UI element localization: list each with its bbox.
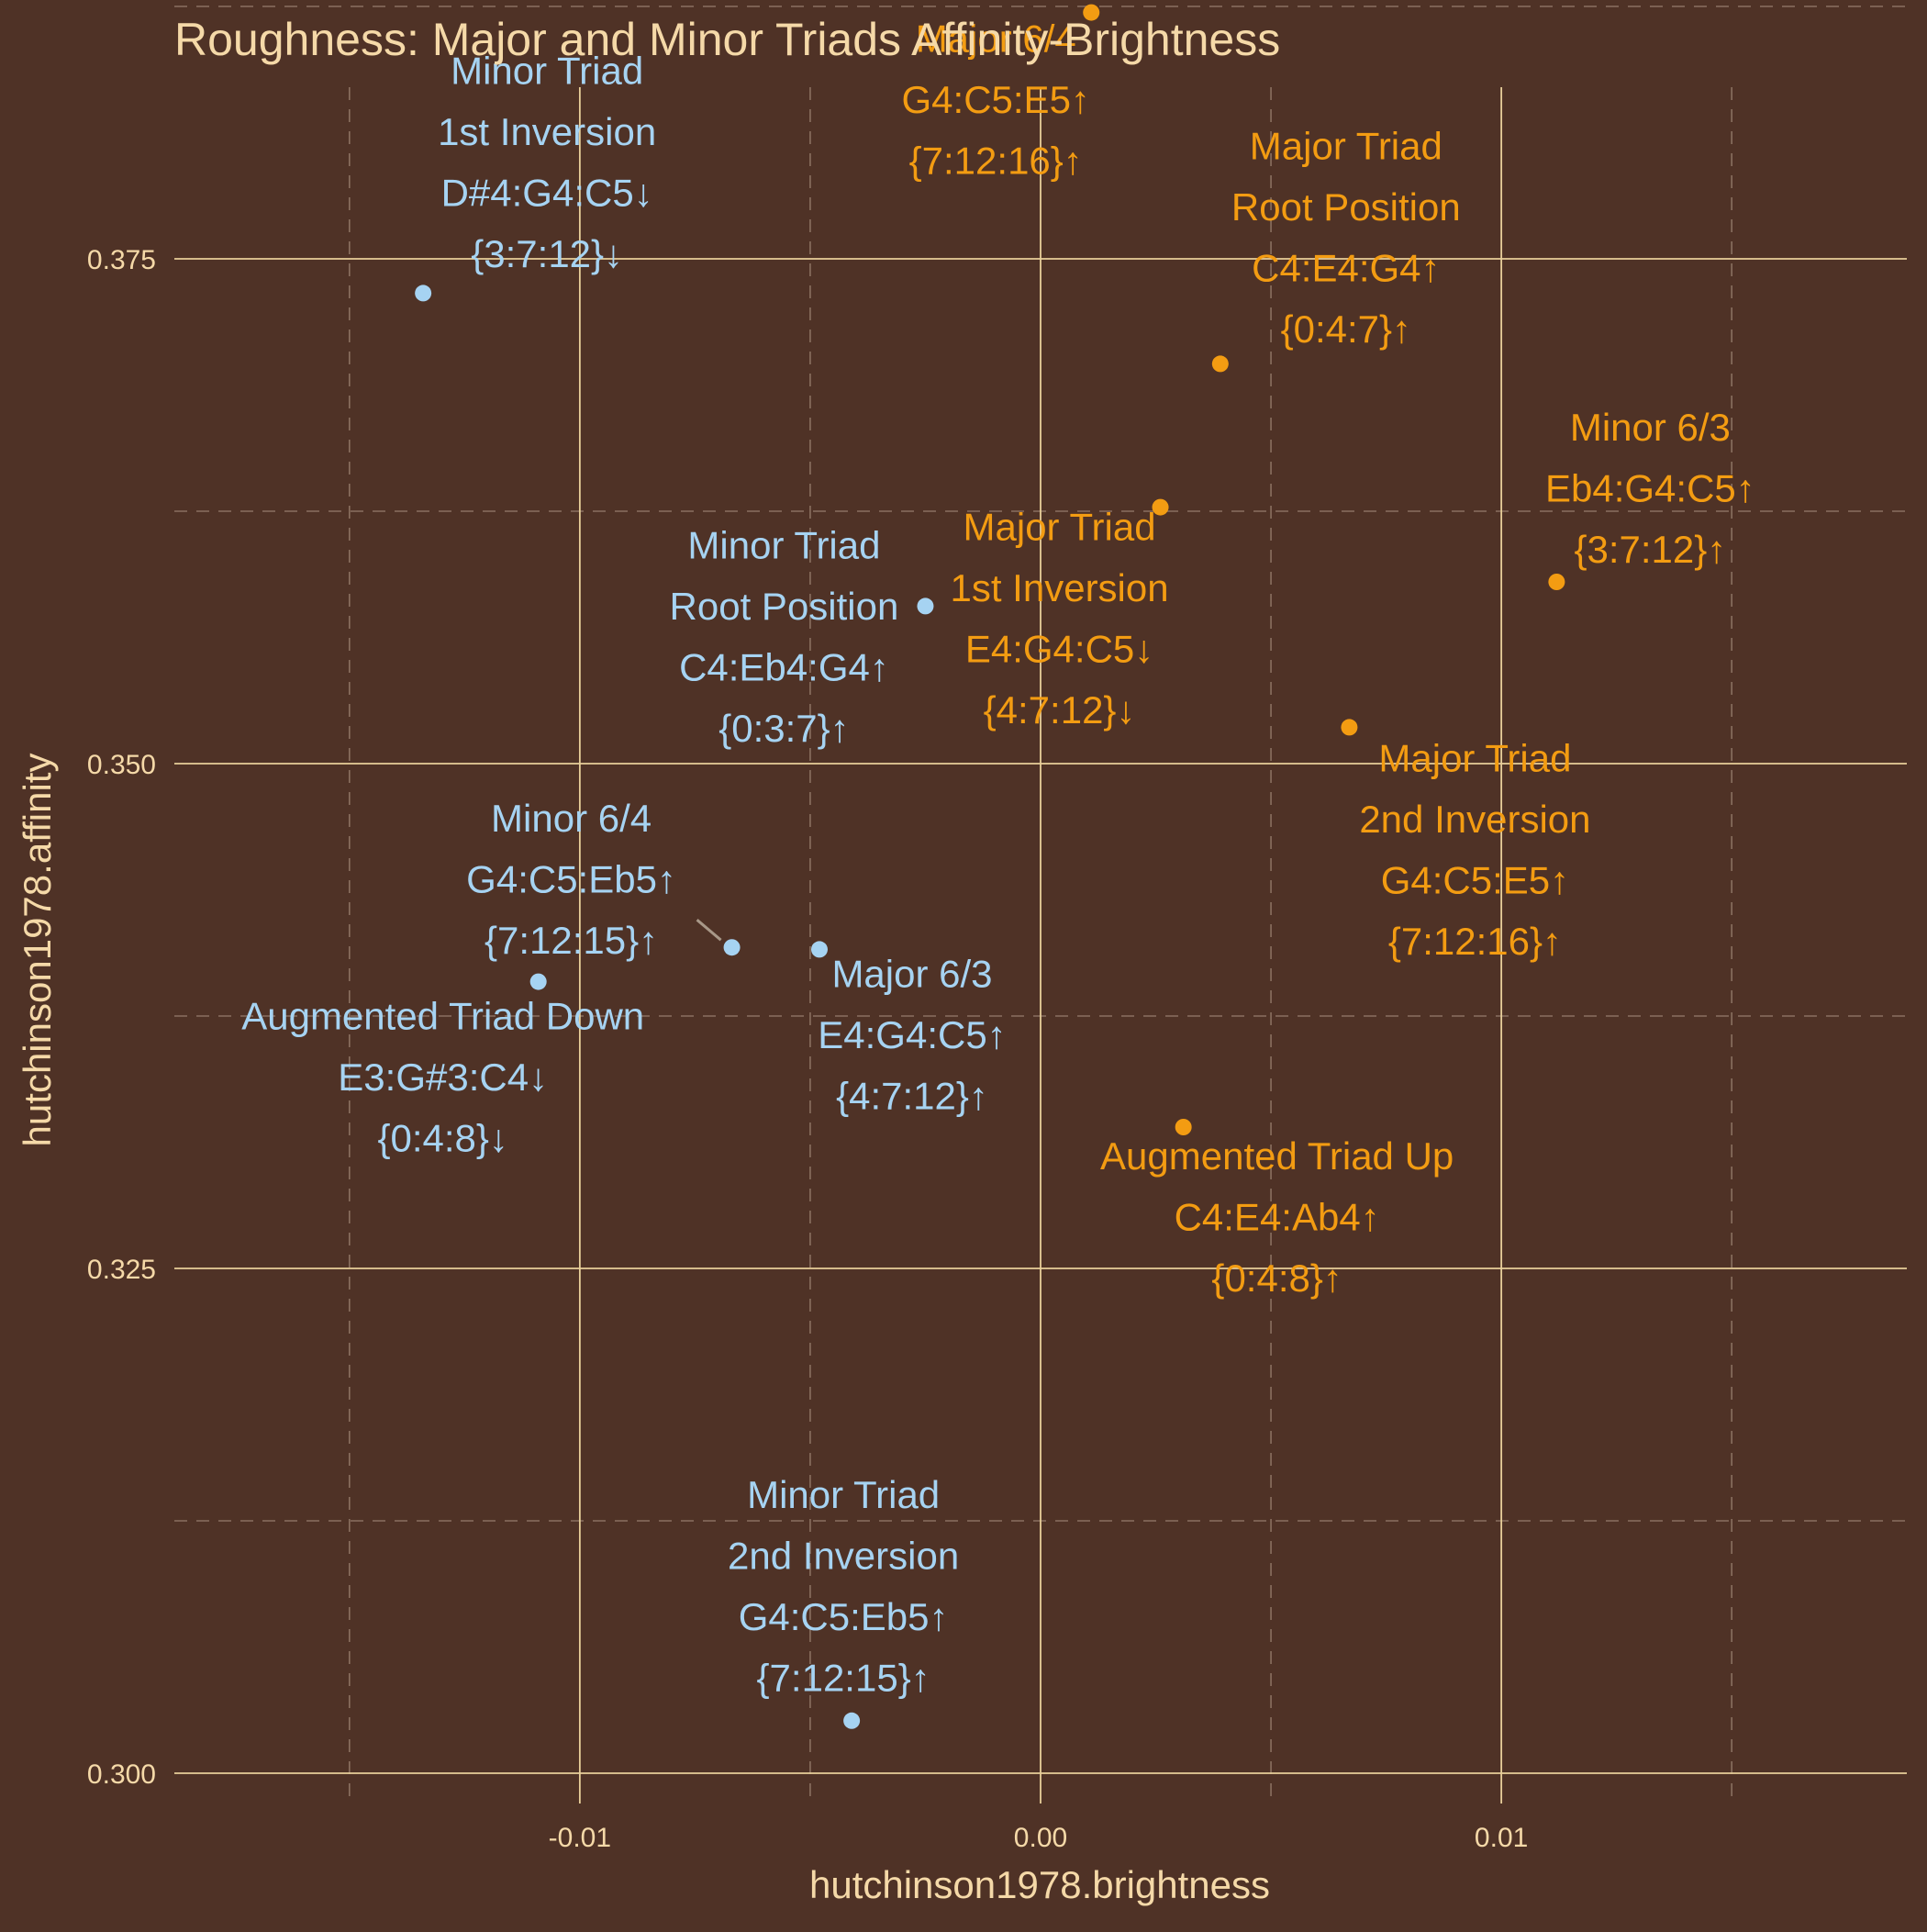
point-label-line: Major Triad (1378, 736, 1571, 779)
point-label-line: G4:C5:E5↑ (1381, 858, 1569, 901)
point-label: Major 6/3 E4:G4:C5↑ {4:7:12}↑ (818, 952, 1006, 1117)
data-point (917, 597, 934, 615)
point-label-line: Minor Triad (747, 1473, 940, 1516)
point-label-line: Major Triad (964, 506, 1156, 549)
point-label-line: Root Position (1231, 185, 1461, 229)
point-label-line: Eb4:G4:C5↑ (1545, 467, 1755, 510)
chart-title: Roughness: Major and Minor Triads Affini… (174, 14, 1280, 65)
point-label-line: 2nd Inversion (728, 1534, 959, 1577)
x-tick-label: 0.00 (1014, 1823, 1067, 1853)
point-label-line: {7:12:16}↑ (1388, 920, 1562, 963)
point-label-line: Minor Triad (451, 49, 643, 92)
point-label: Major Triad Root Position C4:E4:G4↑ {0:4:7}… (1231, 124, 1461, 351)
point-label-line: E4:G4:C5↑ (818, 1013, 1006, 1056)
point-label-line: E3:G#3:C4↓ (338, 1055, 548, 1099)
point-label-line: Root Position (670, 585, 899, 628)
point-label-line: {0:4:7}↑ (1281, 307, 1411, 351)
point-label-line: {3:7:12}↓ (471, 232, 623, 275)
point-label-line: Augmented Triad Up (1100, 1134, 1454, 1178)
label-leader-lines (696, 919, 722, 942)
point-label: Augmented Triad Down E3:G#3:C4↓ {0:4:8}↓ (241, 995, 644, 1160)
point-label: Major 6/4 G4:C5:E5↑ {7:12:16}↑ (902, 17, 1090, 183)
point-label-line: 2nd Inversion (1359, 798, 1590, 841)
data-point (1175, 1119, 1192, 1135)
data-point (723, 939, 741, 956)
point-label-line: G4:C5:Eb5↑ (466, 858, 676, 901)
point-label-line: {4:7:12}↑ (836, 1074, 988, 1117)
point-label-line: C4:Eb4:G4↑ (679, 645, 889, 688)
point-label-line: {7:12:15}↑ (485, 919, 658, 962)
point-label-line: G4:C5:Eb5↑ (739, 1595, 949, 1638)
data-point (1341, 719, 1358, 736)
data-point (843, 1712, 861, 1729)
point-label-line: C4:E4:Ab4↑ (1175, 1196, 1380, 1239)
data-point (529, 973, 547, 990)
point-label: Minor Triad 2nd Inversion G4:C5:Eb5↑ {7:12:… (728, 1473, 959, 1700)
point-label: Minor 6/3 Eb4:G4:C5↑ {3:7:12}↑ (1545, 406, 1755, 571)
x-axis-title: hutchinson1978.brightness (809, 1863, 1270, 1906)
data-point (1083, 4, 1100, 21)
point-label-line: Major 6/3 (831, 952, 992, 995)
point-label-line: {7:12:15}↑ (757, 1656, 930, 1699)
point-label: Minor Triad 1st Inversion D#4:G4:C5↓ {3:7:1… (438, 49, 656, 275)
point-label: Major Triad 2nd Inversion G4:C5:E5↑ {7:12:1… (1359, 736, 1590, 963)
data-point (1152, 498, 1169, 516)
point-label-line: Augmented Triad Down (241, 995, 644, 1038)
y-tick-label: 0.300 (87, 1759, 156, 1790)
data-points (415, 4, 1565, 1729)
point-label-line: {0:4:8}↑ (1211, 1256, 1342, 1300)
data-point (1211, 355, 1229, 373)
point-label-line: 1st Inversion (950, 566, 1168, 609)
point-labels: Minor Triad 1st Inversion D#4:G4:C5↓ {3:7:1… (241, 17, 1755, 1700)
point-label-line: {3:7:12}↑ (1574, 528, 1726, 571)
point-label: Augmented Triad Up C4:E4:Ab4↑ {0:4:8}↑ (1100, 1134, 1454, 1300)
y-axis-title: hutchinson1978.affinity (16, 754, 59, 1147)
point-label-line: {0:4:8}↓ (377, 1117, 507, 1160)
point-label-line: Minor 6/3 (1570, 406, 1731, 449)
point-label-line: Major 6/4 (916, 17, 1076, 61)
point-label-line: Major Triad (1250, 124, 1442, 167)
point-label-line: {7:12:16}↑ (909, 140, 1083, 183)
point-label-line: Minor 6/4 (491, 797, 652, 840)
point-label-line: 1st Inversion (438, 110, 656, 153)
y-tick-label: 0.375 (87, 245, 156, 275)
x-tick-label: 0.01 (1475, 1823, 1528, 1853)
data-point (415, 285, 432, 302)
point-label-line: C4:E4:G4↑ (1252, 246, 1440, 289)
major-gridlines (174, 87, 1907, 1804)
tick-labels: -0.01 0.00 0.01 0.300 0.325 0.350 0.375 (87, 245, 1528, 1853)
y-tick-label: 0.325 (87, 1255, 156, 1285)
leader-line (696, 919, 722, 942)
point-label: Minor 6/4 G4:C5:Eb5↑ {7:12:15}↑ (466, 797, 676, 962)
y-tick-label: 0.350 (87, 750, 156, 780)
point-label-line: G4:C5:E5↑ (902, 78, 1090, 121)
data-point (1548, 574, 1565, 590)
point-label-line: Minor Triad (687, 523, 880, 566)
point-label-line: {0:3:7}↑ (718, 707, 849, 750)
data-point (810, 941, 828, 958)
point-label-line: E4:G4:C5↓ (965, 628, 1153, 671)
point-label: Major Triad 1st Inversion E4:G4:C5↓ {4:7:12… (950, 506, 1168, 732)
point-label-line: {4:7:12}↓ (984, 688, 1136, 731)
x-tick-label: -0.01 (549, 1823, 611, 1853)
point-label: Minor Triad Root Position C4:Eb4:G4↑ {0:3:7… (670, 523, 899, 750)
point-label-line: D#4:G4:C5↓ (441, 171, 653, 214)
